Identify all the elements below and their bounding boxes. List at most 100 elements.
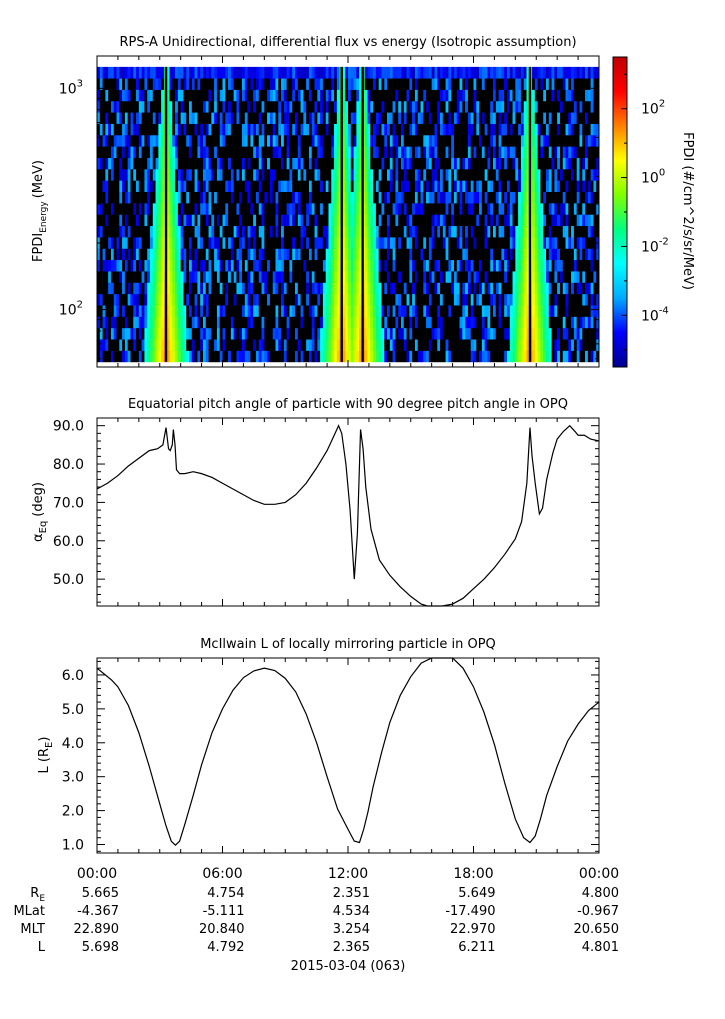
spectrogram-cell <box>465 134 469 147</box>
spectrogram-cell <box>557 123 561 136</box>
spectrogram-cell <box>267 293 271 306</box>
spectrogram-cell <box>509 259 513 272</box>
spectrogram-cell <box>214 350 218 363</box>
spectrogram-cell <box>440 259 444 272</box>
spectrogram-cell <box>244 225 248 238</box>
spectrogram-cell <box>314 123 318 136</box>
spectrogram-cell <box>562 100 566 113</box>
spectrogram-cell <box>526 191 530 204</box>
spectrogram-cell <box>470 282 474 295</box>
pitch-angle-y-tick-label: 60.0 <box>53 534 84 550</box>
spectrogram-cell <box>593 271 597 283</box>
spectrogram-cell <box>576 169 580 181</box>
spectrogram-cell <box>440 327 444 340</box>
spectrogram-cell <box>144 214 148 227</box>
spectrogram-cell <box>506 327 511 340</box>
spectrogram-cell <box>412 180 416 192</box>
spectrogram-cell <box>506 191 511 204</box>
spectrogram-cell <box>250 146 254 158</box>
spectrogram-cell <box>177 89 181 102</box>
spectrogram-cell <box>373 327 377 340</box>
spectrogram-cell <box>498 259 502 272</box>
spectrogram-cell <box>523 191 527 204</box>
spectrogram-cell <box>448 66 452 79</box>
spectrogram-cell <box>353 316 357 329</box>
spectrogram-cell <box>99 180 103 192</box>
spectrogram-cell <box>97 214 101 227</box>
spectrogram-cell <box>470 237 474 249</box>
spectrogram-cell <box>417 214 421 227</box>
spectrogram-cell <box>303 316 307 329</box>
spectrogram-cell <box>283 191 287 204</box>
spectrogram-cell <box>147 225 151 238</box>
spectrogram-cell <box>269 339 273 351</box>
spectrogram-cell <box>267 339 271 351</box>
spectrogram-cell <box>113 214 117 227</box>
spectrogram-cell <box>205 282 209 295</box>
spectrogram-cell <box>573 293 577 306</box>
spectrogram-cell <box>506 169 511 181</box>
spectrogram-cell <box>200 225 204 238</box>
spectrogram-cell <box>537 89 541 102</box>
spectrogram-cell <box>518 350 522 363</box>
spectrogram-cell <box>322 305 326 317</box>
spectrogram-cell <box>177 180 181 192</box>
spectrogram-cell <box>582 112 586 124</box>
spectrogram-cell <box>356 112 360 124</box>
spectrogram-cell <box>236 282 240 295</box>
spectrogram-cell <box>258 78 262 90</box>
spectrogram-cell <box>590 248 594 261</box>
spectrogram-cell <box>431 66 435 79</box>
spectrogram-cell <box>311 214 315 227</box>
spectrogram-cell <box>253 282 257 295</box>
spectrogram-cell <box>537 293 541 306</box>
spectrogram-cell <box>222 282 226 295</box>
spectrogram-cell <box>462 89 466 102</box>
spectrogram-cell <box>267 203 271 215</box>
spectrogram-cell <box>99 146 103 158</box>
spectrogram-cell <box>590 293 594 306</box>
spectrogram-cell <box>124 146 128 158</box>
spectrogram-cell <box>481 282 485 295</box>
spectrogram-cell <box>147 134 151 147</box>
spectrogram-cell <box>261 134 265 147</box>
spectrogram-cell <box>119 123 123 136</box>
spectrogram-cell <box>559 316 564 329</box>
spectrogram-cell <box>426 282 430 295</box>
spectrogram-cell <box>216 282 221 295</box>
spectrogram-cell <box>487 112 491 124</box>
spectrogram-cell <box>395 339 399 351</box>
spectrogram-cell <box>233 237 237 249</box>
spectrogram-cell <box>102 282 106 295</box>
spectrogram-cell <box>420 214 424 227</box>
spectrogram-cell <box>465 89 469 102</box>
spectrogram-cell <box>532 282 536 295</box>
spectrogram-cell <box>445 66 449 79</box>
spectrogram-cell <box>504 134 508 147</box>
spectrogram-cell <box>596 327 600 340</box>
spectrogram-cell <box>138 350 142 363</box>
spectrogram-cell <box>395 134 399 147</box>
spectrogram-cell <box>373 123 377 136</box>
spectrogram-cell <box>119 112 123 124</box>
spectrogram-cell <box>387 293 391 306</box>
spectrogram-cell <box>406 123 410 136</box>
spectrogram-cell <box>292 123 296 136</box>
spectrogram-cell <box>214 180 218 192</box>
spectrogram-cell <box>476 259 480 272</box>
spectrogram-cell <box>573 66 577 79</box>
spectrogram-cell <box>473 305 477 317</box>
spectrogram-cell <box>412 271 416 283</box>
spectrogram-cell <box>573 214 577 227</box>
spectrogram-cell <box>328 169 332 181</box>
spectrogram-cell <box>532 157 536 170</box>
spectrogram-cell <box>387 282 391 295</box>
spectrogram-cell <box>253 123 257 136</box>
spectrogram-cell <box>509 282 513 295</box>
spectrogram-cell <box>403 327 407 340</box>
spectrogram-cell <box>317 78 321 90</box>
spectrogram-cell <box>387 237 391 249</box>
spectrogram-cell <box>440 89 444 102</box>
spectrogram-cell <box>537 203 541 215</box>
spectrogram-y-label-unit: (MeV) <box>31 160 46 198</box>
